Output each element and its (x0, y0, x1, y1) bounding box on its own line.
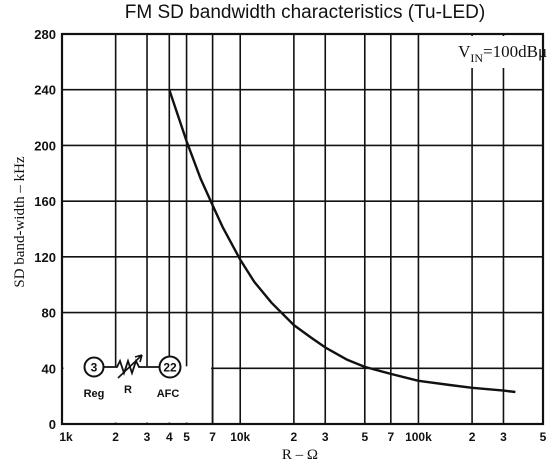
y-tick-label: 280 (34, 27, 56, 42)
afc-label: AFC (157, 388, 180, 400)
x-tick-label: 1k (59, 430, 73, 444)
x-tick-label: 100k (405, 430, 432, 444)
x-tick-label: 3 (144, 430, 151, 444)
x-tick-labels: 1k 2 3 4 5 7 10k 2 3 5 7 100k 2 3 5 (59, 430, 546, 444)
series-line (169, 90, 515, 392)
y-tick-labels: 0 40 80 120 160 200 240 280 (34, 27, 56, 432)
x-tick-label: 7 (387, 430, 394, 444)
x-tick-label: 4 (166, 430, 173, 444)
y-tick-label: 40 (42, 361, 56, 376)
series-layer (169, 90, 515, 392)
y-tick-label: 240 (34, 83, 56, 98)
y-tick-label: 120 (34, 250, 56, 265)
y-tick-label: 200 (34, 138, 56, 153)
x-tick-label: 10k (230, 430, 250, 444)
pin-number-left: 3 (91, 361, 98, 375)
x-tick-label: 2 (469, 430, 476, 444)
x-tick-label: 5 (183, 430, 190, 444)
x-tick-label: 5 (361, 430, 368, 444)
x-axis-label: R – Ω (282, 447, 318, 463)
reg-label: Reg (84, 388, 105, 400)
x-tick-label: 3 (322, 430, 329, 444)
pin-number-right: 22 (163, 361, 177, 375)
y-tick-label: 0 (49, 417, 56, 432)
x-tick-label: 3 (500, 430, 507, 444)
x-tick-label: 2 (112, 430, 119, 444)
y-tick-label: 160 (34, 194, 56, 209)
y-axis-label: SD band-width – kHz (12, 156, 28, 288)
x-tick-label: 7 (209, 430, 216, 444)
x-tick-label: 5 (540, 430, 547, 444)
x-tick-label: 2 (291, 430, 298, 444)
y-tick-label: 80 (42, 306, 56, 321)
resistor-label: R (124, 384, 132, 396)
